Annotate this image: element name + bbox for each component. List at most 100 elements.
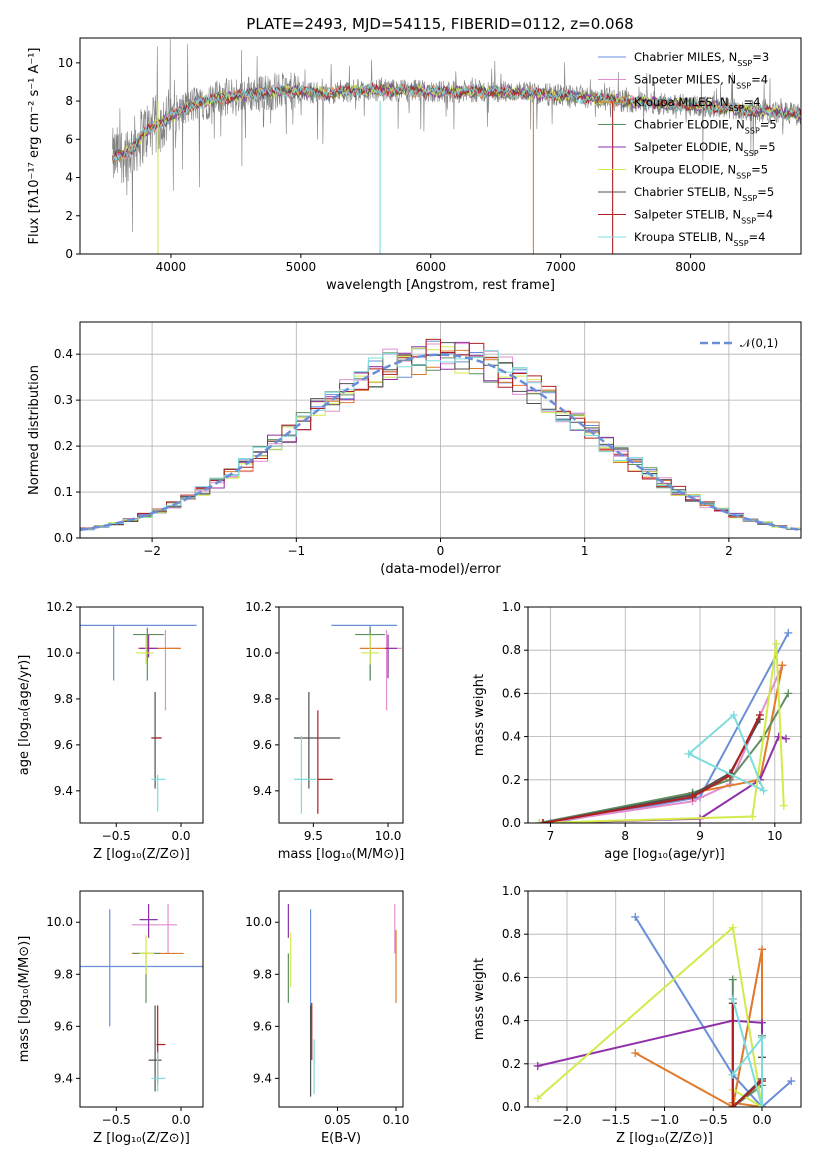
y-axis-label: Flux [fλ10⁻¹⁷ erg cm⁻² s⁻¹ A⁻¹] xyxy=(27,48,42,245)
x-axis-label: mass [log₁₀(M/M⊙)] xyxy=(278,847,405,862)
weight-series-krou_stelib xyxy=(728,995,766,1107)
errorbar-chab_stelib xyxy=(148,1005,162,1092)
axes-frame xyxy=(278,890,404,1108)
weight-marker xyxy=(538,819,547,823)
errorbar-krou_stelib xyxy=(293,735,317,814)
y-tick-label: 9.4 xyxy=(253,1071,272,1085)
observed-spectrum xyxy=(112,39,801,233)
legend-entry: Salpeter STELIB, NSSP=4 xyxy=(634,208,773,226)
y-tick-label: 0.2 xyxy=(502,773,521,787)
x-tick-label: 1 xyxy=(581,544,589,558)
x-tick-label: −0.5 xyxy=(102,829,131,843)
legend: 𝒩(0,1) xyxy=(700,336,778,350)
x-tick-label: −1 xyxy=(287,544,305,558)
x-axis-label: age [log₁₀(age/yr)] xyxy=(604,847,725,862)
errorbar-chab_elodie xyxy=(133,952,161,1003)
weight-marker xyxy=(787,1077,796,1086)
legend: Chabrier MILES, NSSP=3 Salpeter MILES, NS… xyxy=(598,50,777,248)
weight-marker xyxy=(772,639,781,648)
figure-title: PLATE=2493, MJD=54115, FIBERID=0112, z=0… xyxy=(246,15,633,33)
errorbar-salp_elodie xyxy=(139,904,158,938)
errorbar-krou_elodie xyxy=(361,634,380,665)
errorbar-salp_stelib xyxy=(317,710,333,814)
weight-line xyxy=(731,999,763,1107)
legend-entry: Salpeter MILES, NSSP=4 xyxy=(634,73,768,91)
y-tick-label: 4 xyxy=(65,171,73,185)
x-tick-label: 8000 xyxy=(675,260,706,274)
x-tick-label: −1.0 xyxy=(650,1113,679,1127)
plot-area-weight_vs_Z xyxy=(528,891,801,1107)
model-spectrum-salp_stelib xyxy=(112,82,801,159)
panel-mass_vs_Z: −0.5 0.0 9.4 9.6 9.8 10.0 Z [log₁₀(Z/Z⊙)] mass … xyxy=(17,890,204,1146)
histogram-salp_stelib xyxy=(80,338,801,530)
legend-entry: 𝒩(0,1) xyxy=(740,336,778,350)
weight-line xyxy=(539,643,785,823)
x-axis-label: Z [log₁₀(Z/Z⊙)] xyxy=(93,1131,190,1146)
plot-area-mass_vs_ebv xyxy=(287,904,397,1097)
x-axis-label: (data-model)/error xyxy=(380,562,501,577)
y-tick-label: 0.3 xyxy=(54,393,73,407)
weight-marker xyxy=(755,711,764,719)
y-axis-label: mass [log₁₀(M/M⊙)] xyxy=(17,936,32,1063)
y-tick-label: 9.6 xyxy=(54,738,73,752)
y-tick-label: 9.8 xyxy=(253,967,272,981)
x-tick-label: 9.5 xyxy=(304,829,323,843)
errorbar-salp_elodie xyxy=(139,634,158,658)
y-tick-label: 0 xyxy=(65,247,73,261)
axes-frame xyxy=(527,606,802,824)
panel-age_vs_mass: 9.5 10.0 9.4 9.6 9.8 10.0 10.2 mass [log₁₀(M/M⊙… xyxy=(245,600,404,862)
errorbar-krou_elodie xyxy=(139,935,154,975)
y-tick-label: 10.2 xyxy=(245,600,272,614)
x-tick-label: 10.0 xyxy=(375,829,402,843)
weight-marker xyxy=(533,1094,542,1103)
y-axis-label: mass weight xyxy=(472,958,487,1040)
x-tick-label: −2 xyxy=(143,544,161,558)
errorbar-krou_stelib xyxy=(151,1052,166,1092)
weight-marker xyxy=(758,1018,766,1027)
y-tick-label: 0.6 xyxy=(502,686,521,700)
weight-marker xyxy=(782,734,791,743)
weight-marker xyxy=(779,801,788,810)
weight-marker xyxy=(758,945,766,954)
y-tick-label: 10.0 xyxy=(245,915,272,929)
weight-series-salp_stelib xyxy=(538,711,764,823)
weight-marker xyxy=(784,689,793,698)
errorbar-krou_elodie xyxy=(135,634,154,665)
legend-entry: Chabrier MILES, NSSP=3 xyxy=(634,50,769,68)
y-tick-label: 1.0 xyxy=(502,884,521,898)
x-tick-label: 0 xyxy=(437,544,445,558)
weight-series-chab_stelib xyxy=(538,715,764,823)
y-tick-label: 10.0 xyxy=(245,646,272,660)
x-tick-label: 7000 xyxy=(545,260,576,274)
legend-entry: Kroupa ELODIE, NSSP=5 xyxy=(634,163,768,181)
weight-line xyxy=(731,998,763,1107)
y-tick-label: 9.8 xyxy=(54,967,73,981)
y-tick-label: 9.8 xyxy=(54,692,73,706)
weight-line xyxy=(688,713,766,793)
legend-entry: Chabrier STELIB, NSSP=5 xyxy=(634,185,774,203)
panel-spectrum: 4000 5000 6000 7000 8000 0 2 4 6 8 10 wavelength [A… xyxy=(27,37,802,293)
legend-entry: Salpeter ELODIE, NSSP=5 xyxy=(634,140,776,158)
plot-area-residuals xyxy=(80,322,801,538)
x-tick-label: −1.5 xyxy=(601,1113,630,1127)
legend-entry: Kroupa STELIB, NSSP=4 xyxy=(634,230,765,248)
y-tick-label: 9.4 xyxy=(253,784,272,798)
weight-line xyxy=(537,925,764,1107)
y-axis-label: Normed distribution xyxy=(27,365,42,495)
weight-marker xyxy=(784,628,793,637)
weight-series-krou_elodie xyxy=(535,639,788,823)
x-tick-label: −0.5 xyxy=(699,1113,728,1127)
errorbar-salp_elodie xyxy=(385,634,398,679)
panel-mass_vs_ebv: 0.05 0.10 9.4 9.6 9.8 10.0 E(B-V) xyxy=(245,890,409,1146)
model-spectrum-krou_stelib xyxy=(112,82,801,161)
plot-area-weight_vs_age xyxy=(528,607,801,823)
y-axis-label: mass weight xyxy=(472,674,487,756)
y-tick-label: 6 xyxy=(65,132,73,146)
panel-residuals: −2 −1 0 1 2 0.0 0.1 0.2 0.3 0.4 (data-model)/error… xyxy=(27,321,802,577)
x-tick-label: 8 xyxy=(621,829,629,843)
y-tick-label: 0.2 xyxy=(54,439,73,453)
y-tick-label: 2 xyxy=(65,209,73,223)
panel-age_vs_Z: −0.5 0.0 9.4 9.6 9.8 10.0 10.2 Z [log₁₀(Z/Z⊙)] a… xyxy=(17,600,204,862)
errorbar-chab_miles xyxy=(80,909,203,1027)
weight-marker xyxy=(631,1049,640,1057)
